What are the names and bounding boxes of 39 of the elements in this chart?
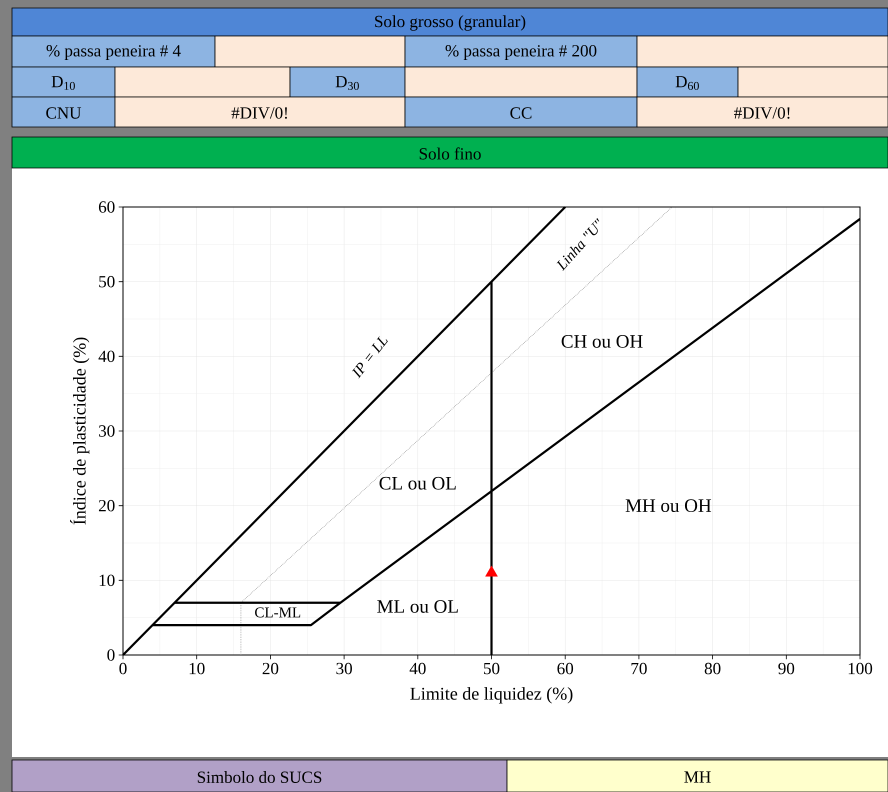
y-tick-label: 50 bbox=[99, 276, 115, 288]
x-tick-label: 100 bbox=[848, 662, 872, 674]
x-tick-label: 70 bbox=[632, 662, 647, 674]
annotation: MH ou OH bbox=[626, 499, 712, 512]
text: D$_{60}$ bbox=[676, 76, 699, 90]
text: #DIV/0! bbox=[734, 107, 790, 119]
annotation: CH ou OH bbox=[562, 335, 643, 348]
annotation: CL ou OL bbox=[380, 476, 456, 490]
text: D$_{30}$ bbox=[336, 76, 359, 90]
x-tick-label: 0 bbox=[119, 662, 127, 674]
y-tick-label: 20 bbox=[98, 500, 115, 512]
y-tick-label: 0 bbox=[107, 649, 115, 661]
y-axis-title: Índice de plasticidade (%) bbox=[70, 338, 90, 525]
y-tick-label: 10 bbox=[100, 574, 115, 586]
text: Solo grosso (granular) bbox=[375, 15, 526, 31]
text: CC bbox=[510, 107, 532, 119]
y-tick-label: 40 bbox=[98, 350, 115, 362]
x-tick-label: 30 bbox=[336, 662, 352, 674]
x-tick-label: 20 bbox=[262, 662, 278, 674]
text: MH bbox=[684, 771, 711, 783]
x-axis-title: Limite de liquidez (%) bbox=[410, 687, 572, 704]
text: % passa peneira # 4 bbox=[46, 45, 181, 60]
text: Solo fino bbox=[420, 147, 481, 160]
x-tick-label: 80 bbox=[704, 662, 720, 674]
x-tick-label: 60 bbox=[557, 662, 574, 674]
y-tick-label: 60 bbox=[98, 201, 115, 213]
x-tick-label: 10 bbox=[190, 662, 205, 674]
x-tick-label: 40 bbox=[410, 662, 426, 674]
y-tick-label: 30 bbox=[99, 425, 115, 437]
text: Simbolo do SUCS bbox=[198, 771, 322, 783]
annotation: IP = LL bbox=[352, 336, 388, 378]
x-tick-label: 90 bbox=[778, 662, 794, 674]
text: CNU bbox=[46, 107, 82, 119]
annotation: CL-ML bbox=[255, 607, 300, 618]
annotation: ML ou OL bbox=[377, 600, 458, 613]
text: #DIV/0! bbox=[232, 107, 287, 119]
text: D$_{10}$ bbox=[52, 76, 75, 90]
text: % passa peneira # 200 bbox=[446, 45, 596, 60]
x-tick-label: 50 bbox=[484, 662, 500, 674]
